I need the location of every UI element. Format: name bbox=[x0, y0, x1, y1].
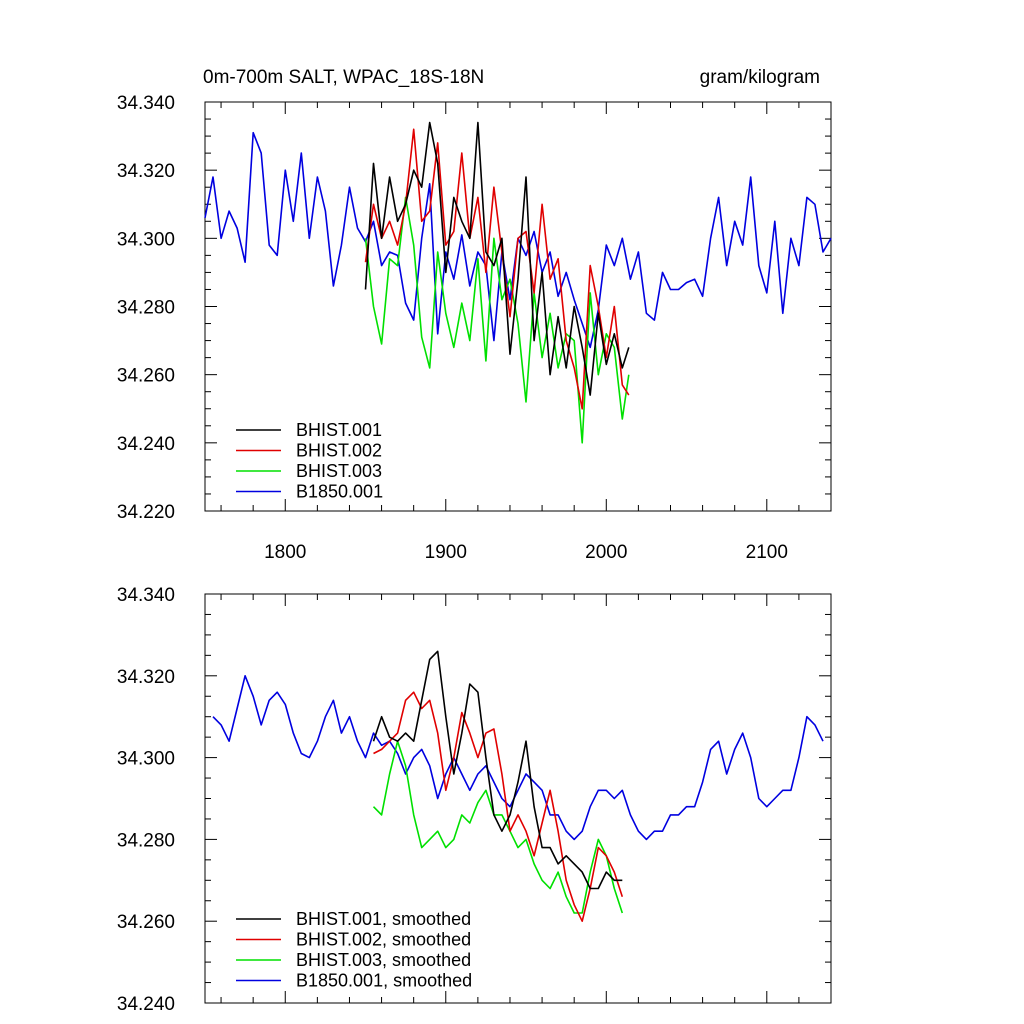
y-tick-label: 34.320 bbox=[117, 667, 175, 688]
series-line-b1850-001 bbox=[212, 674, 824, 841]
top-panel-salinity-raw: 34.220 34.240 34.260 34.280 34.300 34.320 34.3… bbox=[117, 93, 832, 563]
legend-label: BHIST.002, smoothed bbox=[296, 930, 471, 950]
x-tick-label: 2000 bbox=[585, 542, 627, 563]
legend-label: BHIST.002 bbox=[296, 441, 382, 461]
y-tick-label: 34.260 bbox=[117, 366, 175, 387]
legend-label: BHIST.003 bbox=[296, 461, 382, 481]
y-tick-label: 34.340 bbox=[117, 93, 175, 114]
legend-label: BHIST.001 bbox=[296, 420, 382, 440]
y-tick-label: 34.260 bbox=[117, 912, 175, 933]
y-tick-label: 34.320 bbox=[117, 161, 175, 182]
x-tick-label: 2100 bbox=[746, 542, 788, 563]
legend-label: BHIST.003, smoothed bbox=[296, 950, 471, 970]
y-tick-label: 34.300 bbox=[117, 749, 175, 770]
legend-label: BHIST.001, smoothed bbox=[296, 909, 471, 929]
y-tick-label: 34.280 bbox=[117, 298, 175, 319]
series-line-bhist-003 bbox=[364, 196, 630, 444]
x-tick-label: 1800 bbox=[264, 542, 306, 563]
units-label: gram/kilogram bbox=[700, 67, 820, 88]
y-tick-label: 34.300 bbox=[117, 229, 175, 250]
bottom-panel-salinity-smoothed: 34.240 34.260 34.280 34.300 34.320 34.340 BHIS… bbox=[117, 585, 832, 1015]
x-tick-label: 1900 bbox=[425, 542, 467, 563]
y-tick-label: 34.340 bbox=[117, 585, 175, 606]
y-tick-label: 34.220 bbox=[117, 502, 175, 523]
legend-label: B1850.001, smoothed bbox=[296, 971, 472, 991]
y-tick-label: 34.240 bbox=[117, 434, 175, 455]
y-tick-label: 34.240 bbox=[117, 994, 175, 1015]
series-line-bhist-001 bbox=[372, 650, 623, 890]
series-line-bhist-002 bbox=[364, 128, 630, 410]
series-line-bhist-003 bbox=[372, 740, 624, 914]
series-line-bhist-002 bbox=[373, 691, 624, 923]
y-tick-label: 34.280 bbox=[117, 830, 175, 851]
legend-label: B1850.001 bbox=[296, 482, 383, 502]
chart-title: 0m-700m SALT, WPAC_18S-18N bbox=[203, 67, 484, 88]
series-line-bhist-001 bbox=[364, 121, 630, 396]
